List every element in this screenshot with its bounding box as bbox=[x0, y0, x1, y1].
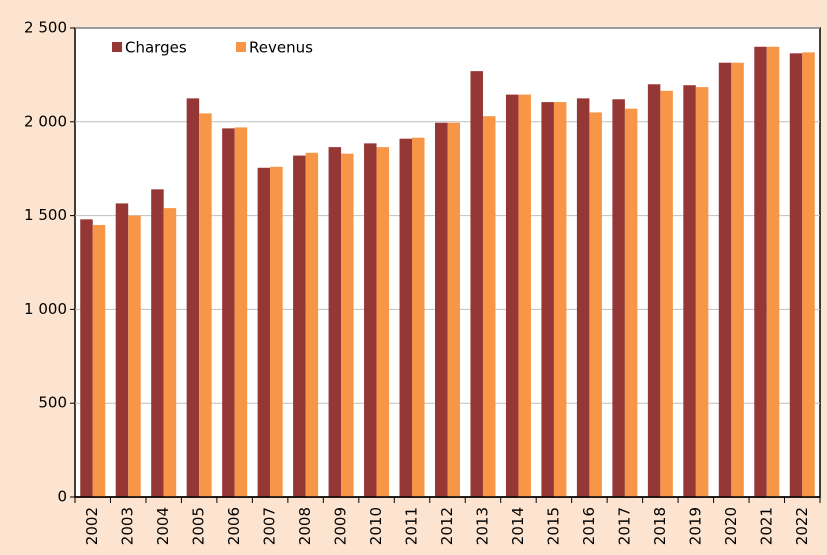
bar bbox=[399, 138, 413, 497]
x-tick-label: 2014 bbox=[509, 507, 527, 545]
bar bbox=[518, 94, 531, 498]
x-tick-label: 2012 bbox=[438, 507, 456, 545]
x-tick-label: 2015 bbox=[544, 507, 562, 545]
x-tick-label: 2016 bbox=[580, 507, 598, 545]
bar bbox=[482, 116, 496, 497]
bar bbox=[766, 46, 780, 497]
bar bbox=[553, 102, 567, 498]
x-tick-label: 2010 bbox=[367, 507, 385, 545]
bar bbox=[222, 128, 235, 497]
bar bbox=[541, 102, 554, 498]
bar bbox=[128, 215, 141, 497]
x-tick-label: 2011 bbox=[403, 507, 421, 545]
bar bbox=[199, 113, 212, 497]
x-tick-label: 2005 bbox=[190, 507, 208, 545]
x-tick-label: 2008 bbox=[296, 507, 314, 545]
bar bbox=[470, 71, 483, 497]
x-tick-label: 2009 bbox=[332, 507, 350, 545]
bar bbox=[92, 224, 106, 498]
bar bbox=[505, 94, 519, 498]
legend-label: Charges bbox=[125, 39, 187, 57]
x-tick-label: 2004 bbox=[154, 507, 172, 545]
bar bbox=[647, 84, 661, 497]
bar bbox=[151, 189, 164, 497]
y-tick-label: 2 000 bbox=[24, 112, 67, 130]
bar bbox=[802, 52, 815, 497]
bar bbox=[731, 62, 744, 498]
bar bbox=[376, 147, 390, 497]
x-tick-label: 2019 bbox=[686, 507, 704, 545]
bar bbox=[624, 108, 638, 497]
bar bbox=[660, 90, 673, 497]
y-tick-label: 1 500 bbox=[24, 206, 67, 224]
x-tick-label: 2017 bbox=[615, 507, 633, 545]
x-tick-label: 2007 bbox=[261, 507, 279, 545]
x-tick-label: 2021 bbox=[757, 507, 775, 545]
bar bbox=[341, 153, 354, 497]
legend-label: Revenus bbox=[249, 39, 313, 57]
y-tick-label: 500 bbox=[38, 394, 67, 412]
bar bbox=[80, 219, 93, 498]
bar bbox=[115, 203, 129, 497]
bar bbox=[683, 85, 696, 497]
bar bbox=[754, 46, 767, 497]
bar bbox=[328, 147, 342, 497]
bar bbox=[293, 155, 306, 497]
y-tick-label: 2 500 bbox=[24, 19, 67, 37]
bar bbox=[163, 208, 177, 497]
x-tick-label: 2018 bbox=[651, 507, 669, 545]
bar bbox=[412, 137, 425, 497]
bar bbox=[576, 98, 590, 497]
x-tick-label: 2013 bbox=[473, 507, 491, 545]
x-tick-label: 2006 bbox=[225, 507, 243, 545]
bar bbox=[305, 152, 319, 497]
bar bbox=[447, 122, 460, 497]
bar bbox=[435, 122, 448, 497]
y-tick-label: 0 bbox=[57, 488, 67, 506]
bar bbox=[612, 99, 625, 498]
legend-swatch bbox=[236, 42, 246, 52]
bar bbox=[186, 98, 200, 497]
bar bbox=[270, 166, 283, 497]
bar bbox=[257, 167, 271, 497]
x-tick-label: 2002 bbox=[83, 507, 101, 545]
legend-swatch bbox=[112, 42, 122, 52]
y-tick-label: 1 000 bbox=[24, 300, 67, 318]
bar bbox=[789, 53, 803, 498]
x-tick-label: 2022 bbox=[793, 507, 811, 545]
bar bbox=[589, 112, 602, 498]
bar bbox=[695, 87, 709, 498]
x-tick-label: 2003 bbox=[119, 507, 137, 545]
bar bbox=[234, 127, 248, 497]
x-tick-label: 2020 bbox=[722, 507, 740, 545]
bar bbox=[718, 62, 732, 498]
bar bbox=[364, 143, 377, 497]
